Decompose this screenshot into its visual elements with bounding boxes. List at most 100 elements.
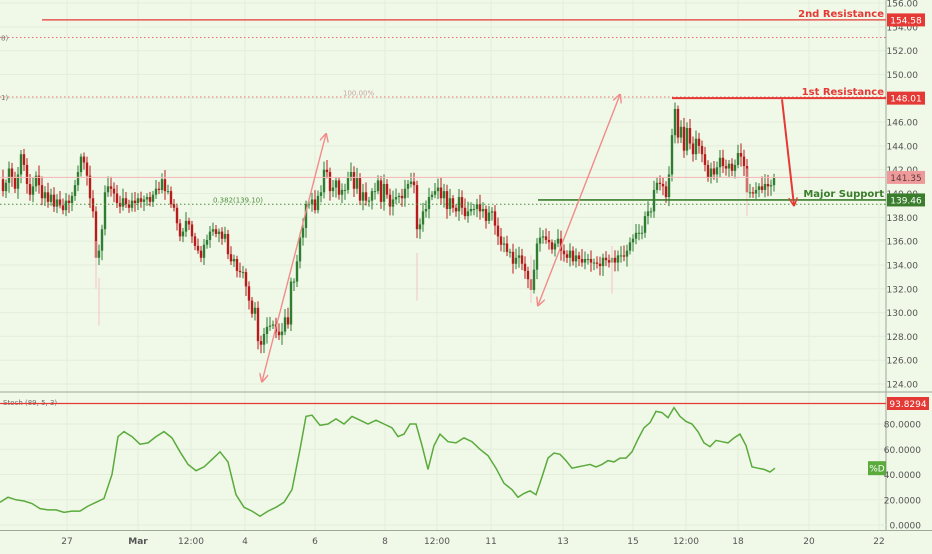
candle-body xyxy=(205,239,209,245)
candle-body xyxy=(349,172,353,179)
candle-body xyxy=(766,183,770,187)
candle-body xyxy=(376,180,380,192)
candle-body xyxy=(649,211,653,213)
candle-body xyxy=(118,203,122,207)
candle-body xyxy=(769,185,773,187)
stoch-tick-label: 0.0000 xyxy=(890,522,922,532)
candle-body xyxy=(208,231,212,240)
candle-body xyxy=(502,243,506,245)
candle-body xyxy=(493,211,497,226)
candle-body xyxy=(430,194,434,198)
candle-body xyxy=(475,204,479,209)
candle-body xyxy=(688,128,692,144)
candle-body xyxy=(568,250,572,258)
candle-body xyxy=(7,168,11,183)
candle-body xyxy=(586,258,590,260)
candle-body xyxy=(625,250,629,257)
candle-body xyxy=(322,169,326,193)
candle-body xyxy=(736,153,740,165)
candle-body xyxy=(724,166,728,169)
candle-body xyxy=(283,317,287,332)
candle-body xyxy=(367,200,371,202)
candle-body xyxy=(292,281,296,283)
candle-body xyxy=(658,182,662,184)
candle-body xyxy=(85,162,89,176)
candle-body xyxy=(544,236,548,240)
candle-body xyxy=(739,153,743,157)
candle-body xyxy=(613,257,617,263)
candle-body xyxy=(277,331,281,336)
price-tick-label: 152.00 xyxy=(887,47,919,57)
candle-body xyxy=(142,199,146,202)
candle-body xyxy=(334,180,338,188)
candle-body xyxy=(364,192,368,201)
candle-body xyxy=(553,243,557,250)
candle-body xyxy=(214,229,218,234)
time-tick-label: 12:00 xyxy=(424,537,450,547)
candle-body xyxy=(601,257,605,267)
candle-body xyxy=(421,211,425,225)
candle-body xyxy=(4,182,8,192)
candle-body xyxy=(487,212,491,221)
candle-body xyxy=(499,236,503,245)
candle-body xyxy=(70,195,74,204)
candle-body xyxy=(409,181,413,184)
candle-body xyxy=(331,187,335,192)
candle-body xyxy=(256,307,260,342)
candle-body xyxy=(286,317,290,325)
candle-body xyxy=(358,178,362,201)
candle-body xyxy=(181,231,185,237)
candle-body xyxy=(664,186,668,198)
candle-body xyxy=(571,250,575,262)
candle-body xyxy=(667,174,671,198)
time-tick-label: Mar xyxy=(128,537,148,547)
candle-body xyxy=(517,255,521,258)
candle-body xyxy=(541,236,545,238)
candle-body xyxy=(151,194,155,202)
price-tick-label: 134.00 xyxy=(887,261,919,271)
candle-body xyxy=(484,208,488,221)
candle-body xyxy=(535,243,539,270)
candle-body xyxy=(742,156,746,167)
candle-body xyxy=(730,163,734,171)
price-tick-label: 132.00 xyxy=(887,285,919,295)
trend-arrow xyxy=(781,99,794,205)
current-price-box xyxy=(887,170,925,184)
candle-body xyxy=(616,255,620,263)
candle-body xyxy=(457,197,461,212)
price-tick-label: 130.00 xyxy=(887,309,919,319)
candle-body xyxy=(337,180,341,195)
candle-body xyxy=(61,205,65,211)
candle-body xyxy=(508,251,512,253)
candle-body xyxy=(232,258,236,262)
second-resistance-label: 2nd Resistance xyxy=(798,9,884,20)
candle-body xyxy=(328,172,332,192)
candle-body xyxy=(562,250,566,255)
trend-arrow xyxy=(538,95,620,306)
candle-body xyxy=(64,200,68,211)
candle-body xyxy=(52,194,56,207)
candle-body xyxy=(112,188,116,194)
second-resistance-box xyxy=(887,13,925,27)
candle-body xyxy=(79,156,83,173)
time-tick-label: 11 xyxy=(485,537,496,547)
candle-body xyxy=(244,272,248,287)
candle-body xyxy=(448,198,452,209)
price-tick-label: 124.00 xyxy=(887,381,919,391)
candle-body xyxy=(220,231,224,239)
candle-body xyxy=(67,200,71,204)
candle-body xyxy=(772,178,776,186)
candle-body xyxy=(763,183,767,190)
price-tick-label: 146.00 xyxy=(887,119,919,129)
candle-body xyxy=(520,255,524,264)
candle-body xyxy=(460,197,464,208)
candle-body xyxy=(640,232,644,234)
candle-body xyxy=(679,126,683,138)
candle-body xyxy=(25,164,29,184)
candle-body xyxy=(316,195,320,211)
candle-body xyxy=(310,199,314,205)
candle-body xyxy=(466,211,470,217)
candle-body xyxy=(157,188,161,190)
candle-body xyxy=(550,242,554,250)
